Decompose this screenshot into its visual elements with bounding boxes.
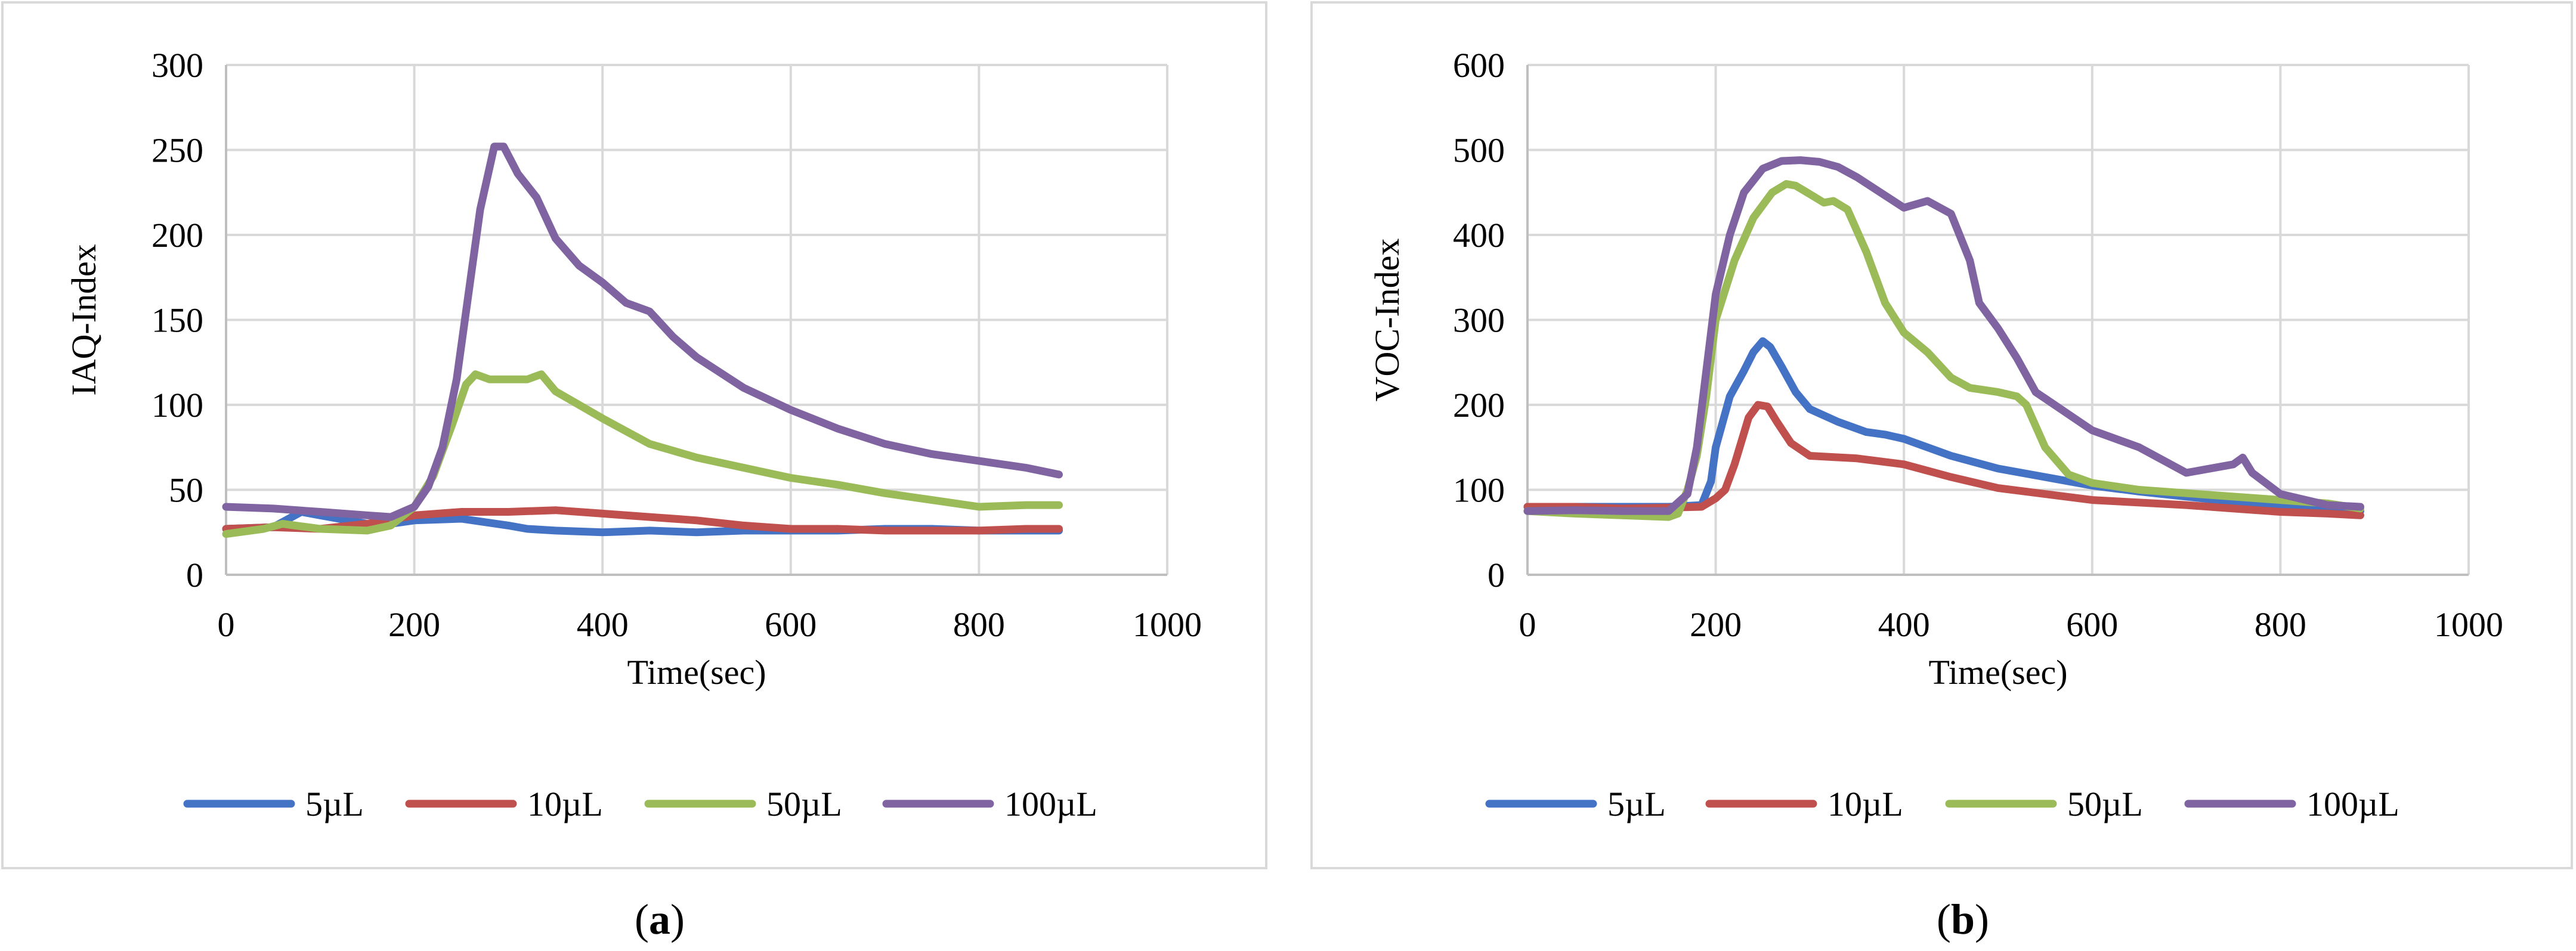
- y-tick-label: 500: [1453, 131, 1505, 170]
- legend-label-4: 100µL: [1004, 785, 1097, 823]
- chart-panel-b: 0 100 200 300 400 500 600 0 200 400 600 800 1000 VOC-…: [1310, 1, 2573, 943]
- x-tick-label: 400: [1878, 605, 1930, 644]
- x-tick-label: 800: [2255, 605, 2306, 644]
- y-tick-label: 0: [1488, 556, 1505, 594]
- panel-label-close-paren: ): [1975, 896, 1989, 943]
- legend-label-1: 5µL: [305, 785, 364, 823]
- panel-label-letter: a: [649, 896, 670, 943]
- series-line-2: [1523, 401, 2364, 519]
- y-axis-title: VOC-Index: [1368, 238, 1406, 402]
- x-tick-label: 600: [765, 605, 817, 644]
- y-tick-label: 300: [151, 46, 203, 85]
- series-line-4: [1523, 156, 2364, 515]
- x-tick-label: 1000: [1133, 605, 1202, 644]
- y-tick-label: 100: [1453, 471, 1505, 510]
- legend-label-3: 50µL: [766, 785, 842, 823]
- x-tick-label: 200: [1690, 605, 1742, 644]
- legend-label-2: 10µL: [1827, 785, 1903, 823]
- panel-label-open-paren: (: [1937, 896, 1951, 943]
- chart-frame: [1310, 1, 2573, 869]
- series-line-3: [222, 370, 1063, 538]
- y-tick-label: 150: [151, 301, 203, 340]
- legend-label-2: 10µL: [527, 785, 603, 823]
- x-tick-label: 0: [1519, 605, 1536, 644]
- x-tick-label: 1000: [2434, 605, 2503, 644]
- y-tick-label: 250: [151, 131, 203, 170]
- y-tick-label: 50: [169, 471, 203, 510]
- y-tick-label: 200: [151, 216, 203, 255]
- y-tick-label: 100: [151, 386, 203, 425]
- series-line-2: [222, 506, 1063, 535]
- panel-label: (a): [635, 896, 685, 943]
- chart-panel-a: 0 50 100 150 200 250 300 0 200 400 600 800 1000 IAQ-I…: [1, 1, 1267, 943]
- y-tick-label: 0: [186, 556, 203, 594]
- y-axis-title: IAQ-Index: [64, 244, 103, 395]
- x-tick-label: 800: [953, 605, 1005, 644]
- x-tick-label: 400: [577, 605, 629, 644]
- y-tick-label: 400: [1453, 216, 1505, 255]
- legend-label-3: 50µL: [2067, 785, 2143, 823]
- x-axis-title: Time(sec): [627, 653, 766, 692]
- legend-label-4: 100µL: [2306, 785, 2399, 823]
- y-tick-label: 300: [1453, 301, 1505, 340]
- panel-label-open-paren: (: [635, 896, 649, 943]
- y-tick-label: 200: [1453, 386, 1505, 425]
- panel-label: (b): [1937, 896, 1989, 943]
- panel-label-letter: b: [1951, 896, 1975, 943]
- x-tick-label: 200: [388, 605, 440, 644]
- chart-frame: [1, 1, 1267, 869]
- series-line-4: [222, 143, 1063, 521]
- x-tick-label: 0: [218, 605, 235, 644]
- x-axis-title: Time(sec): [1928, 653, 2067, 692]
- x-tick-label: 600: [2066, 605, 2118, 644]
- legend-label-1: 5µL: [1607, 785, 1666, 823]
- panel-label-close-paren: ): [670, 896, 685, 943]
- y-tick-label: 600: [1453, 46, 1505, 85]
